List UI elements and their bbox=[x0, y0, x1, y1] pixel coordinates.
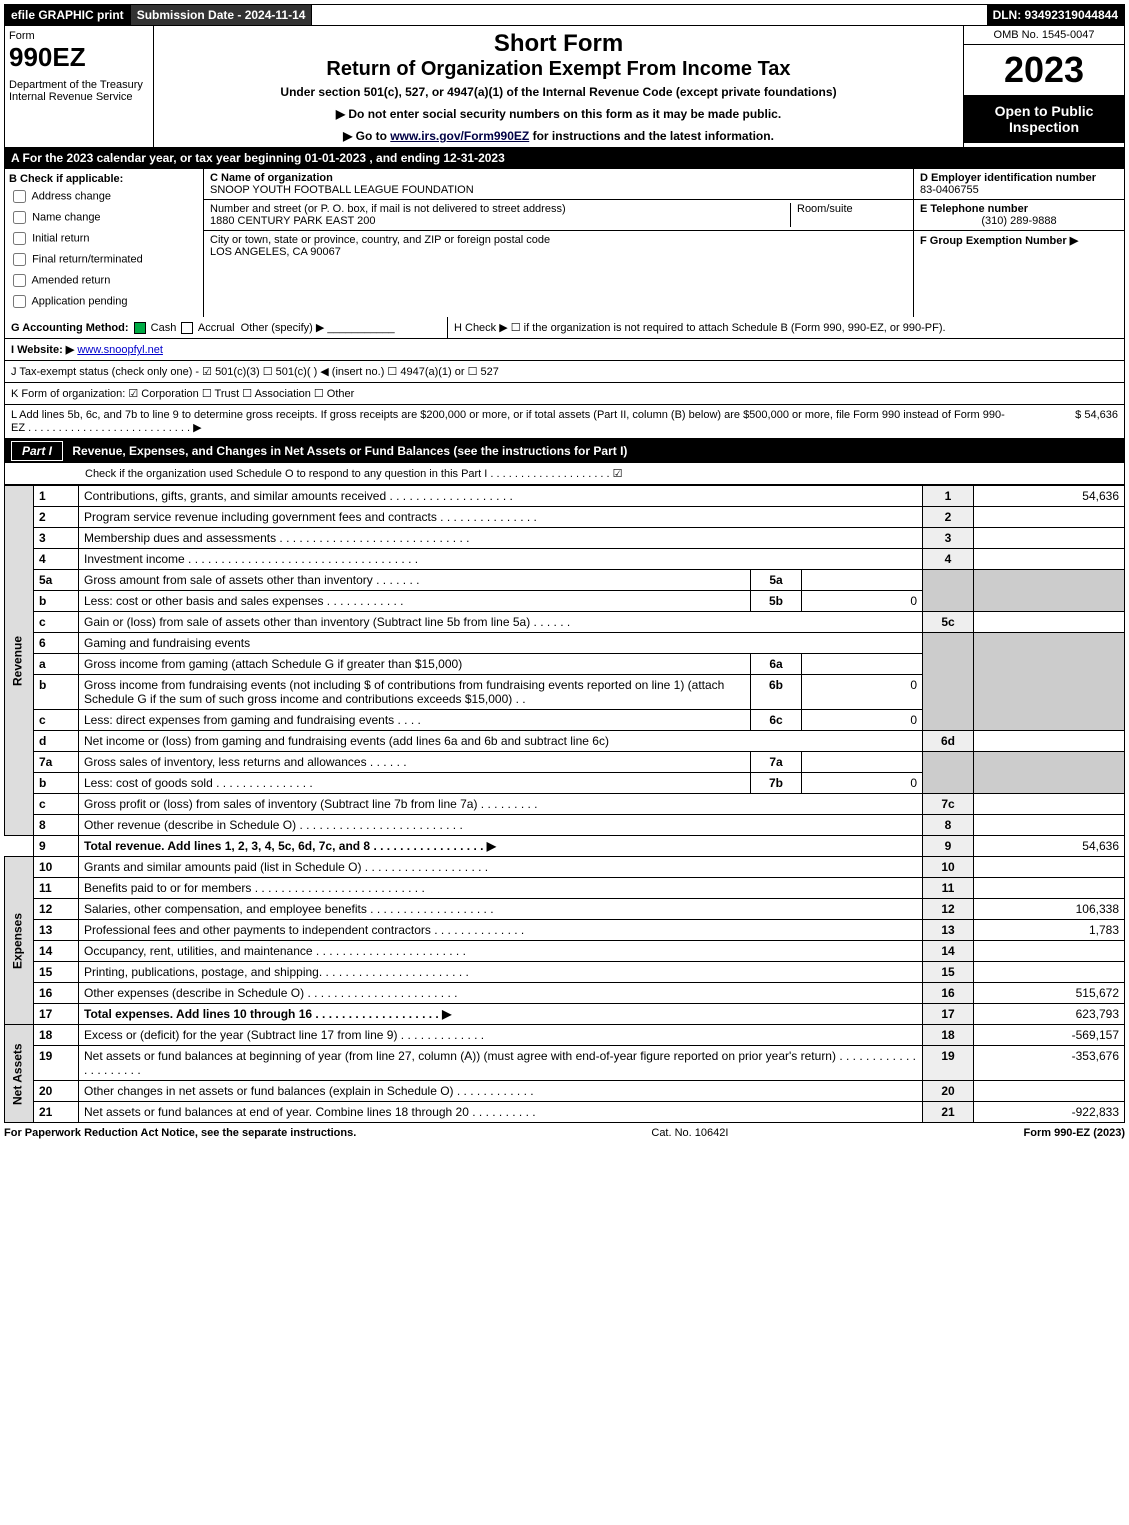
tax-year: 2023 bbox=[964, 45, 1124, 95]
col-b-check-applicable: B Check if applicable: Address change Na… bbox=[5, 169, 204, 317]
amt-16: 515,672 bbox=[974, 983, 1125, 1004]
chk-initial-return[interactable]: Initial return bbox=[9, 229, 199, 248]
amt-12: 106,338 bbox=[974, 899, 1125, 920]
c-street-label: Number and street (or P. O. box, if mail… bbox=[210, 203, 566, 215]
part-i-title: Revenue, Expenses, and Changes in Net As… bbox=[72, 444, 627, 458]
amt-13: 1,783 bbox=[974, 920, 1125, 941]
chk-amended[interactable]: Amended return bbox=[9, 271, 199, 290]
c-room-label: Room/suite bbox=[797, 203, 853, 215]
title-short-form: Short Form bbox=[158, 30, 959, 58]
ein-value: 83-0406755 bbox=[920, 184, 979, 196]
subtitle: Under section 501(c), 527, or 4947(a)(1)… bbox=[158, 85, 959, 99]
f-group-label: F Group Exemption Number ▶ bbox=[920, 235, 1078, 247]
website-link[interactable]: www.snoopfyl.net bbox=[77, 344, 163, 356]
row-gh: G Accounting Method: Cash Accrual Other … bbox=[4, 317, 1125, 339]
part-i-table: Revenue 1 Contributions, gifts, grants, … bbox=[4, 485, 1125, 1123]
row-k-form-org: K Form of organization: ☑ Corporation ☐ … bbox=[4, 383, 1125, 405]
footer-left: For Paperwork Reduction Act Notice, see … bbox=[4, 1127, 356, 1139]
d-ein-label: D Employer identification number bbox=[920, 172, 1096, 184]
amt-21: -922,833 bbox=[974, 1102, 1125, 1123]
b-label: B Check if applicable: bbox=[9, 173, 123, 185]
chk-final-return[interactable]: Final return/terminated bbox=[9, 250, 199, 269]
col-d-identifiers: D Employer identification number 83-0406… bbox=[913, 169, 1124, 317]
irs-link[interactable]: www.irs.gov/Form990EZ bbox=[390, 129, 529, 143]
chk-name-change[interactable]: Name change bbox=[9, 208, 199, 227]
org-name: SNOOP YOUTH FOOTBALL LEAGUE FOUNDATION bbox=[210, 184, 474, 196]
amt-18: -569,157 bbox=[974, 1025, 1125, 1046]
row-i-website: I Website: ▶ www.snoopfyl.net bbox=[4, 339, 1125, 361]
submission-date: Submission Date - 2024-11-14 bbox=[131, 5, 313, 25]
chk-app-pending[interactable]: Application pending bbox=[9, 292, 199, 311]
part-i-checknote: Check if the organization used Schedule … bbox=[4, 463, 1125, 485]
topbar: efile GRAPHIC print Submission Date - 20… bbox=[4, 4, 1125, 26]
note-goto: ▶ Go to www.irs.gov/Form990EZ for instru… bbox=[158, 129, 959, 143]
title-return: Return of Organization Exempt From Incom… bbox=[158, 58, 959, 81]
part-i-header: Part I Revenue, Expenses, and Changes in… bbox=[4, 439, 1125, 463]
page-footer: For Paperwork Reduction Act Notice, see … bbox=[4, 1123, 1125, 1143]
amt-1: 54,636 bbox=[974, 486, 1125, 507]
chk-cash[interactable] bbox=[134, 322, 146, 334]
c-city-label: City or town, state or province, country… bbox=[210, 234, 550, 246]
section-bcd: B Check if applicable: Address change Na… bbox=[4, 169, 1125, 317]
amt-17-total-expenses: 623,793 bbox=[974, 1004, 1125, 1025]
department: Department of the Treasury Internal Reve… bbox=[9, 79, 149, 103]
footer-formid: Form 990-EZ (2023) bbox=[1024, 1127, 1125, 1139]
h-schedule-b: H Check ▶ ☐ if the organization is not r… bbox=[448, 317, 1124, 338]
phone-value: (310) 289-9888 bbox=[920, 215, 1118, 227]
footer-catno: Cat. No. 10642I bbox=[356, 1127, 1023, 1139]
sidecat-revenue: Revenue bbox=[5, 486, 34, 836]
part-i-label: Part I bbox=[11, 441, 63, 461]
form-header: Form 990EZ Department of the Treasury In… bbox=[4, 26, 1125, 148]
dln: DLN: 93492319044844 bbox=[987, 5, 1124, 25]
row-a-taxyear: A For the 2023 calendar year, or tax yea… bbox=[4, 148, 1125, 169]
open-public: Open to Public Inspection bbox=[964, 95, 1124, 143]
amt-9-total-revenue: 54,636 bbox=[974, 836, 1125, 857]
c-name-label: C Name of organization bbox=[210, 172, 333, 184]
note-ssn: ▶ Do not enter social security numbers o… bbox=[158, 107, 959, 121]
org-street: 1880 CENTURY PARK EAST 200 bbox=[210, 215, 376, 227]
g-label: G Accounting Method: bbox=[11, 322, 129, 334]
e-phone-label: E Telephone number bbox=[920, 203, 1028, 215]
form-label: Form bbox=[9, 30, 149, 42]
sidecat-netassets: Net Assets bbox=[5, 1025, 34, 1123]
sidecat-expenses: Expenses bbox=[5, 857, 34, 1025]
l-amount: $ 54,636 bbox=[1018, 409, 1118, 434]
chk-address-change[interactable]: Address change bbox=[9, 187, 199, 206]
omb-number: OMB No. 1545-0047 bbox=[964, 26, 1124, 45]
amt-19: -353,676 bbox=[974, 1046, 1125, 1081]
row-l-gross-receipts: L Add lines 5b, 6c, and 7b to line 9 to … bbox=[4, 405, 1125, 439]
form-number: 990EZ bbox=[9, 42, 149, 73]
efile-print[interactable]: efile GRAPHIC print bbox=[5, 5, 131, 25]
chk-accrual[interactable] bbox=[181, 322, 193, 334]
org-city: LOS ANGELES, CA 90067 bbox=[210, 246, 341, 258]
col-c-org-info: C Name of organization SNOOP YOUTH FOOTB… bbox=[204, 169, 913, 317]
row-j-tax-status: J Tax-exempt status (check only one) - ☑… bbox=[4, 361, 1125, 383]
